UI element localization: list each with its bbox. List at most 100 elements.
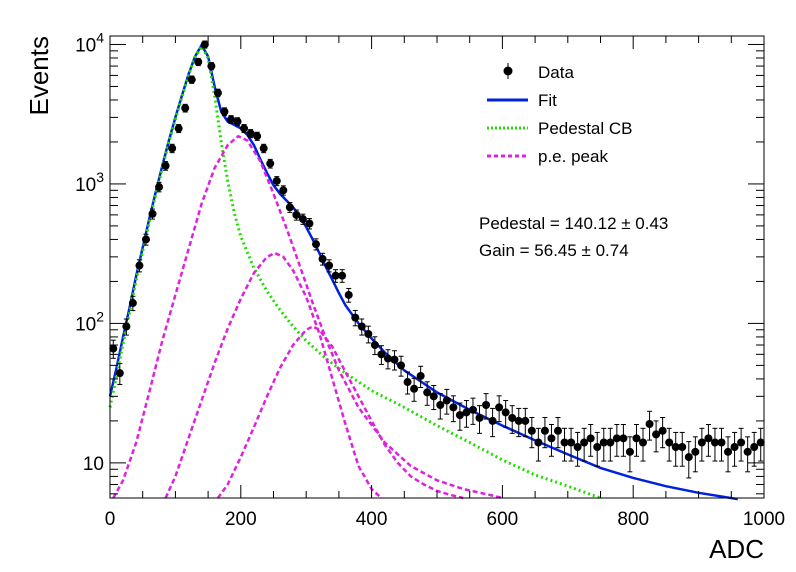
data-point [226, 115, 235, 125]
data-point [730, 431, 739, 467]
data-point [357, 318, 366, 336]
data-point [521, 407, 530, 438]
data-point [658, 417, 667, 449]
x-tick-label: 800 [617, 509, 649, 530]
data-point [109, 339, 118, 359]
data-point [580, 427, 589, 462]
data-point [750, 431, 759, 467]
data-point [514, 407, 523, 438]
x-tick-label: 400 [356, 509, 388, 530]
data-point [390, 350, 399, 371]
data-point [540, 417, 549, 449]
x-tick-label: 200 [225, 509, 257, 530]
data-point [462, 400, 471, 428]
data-point [272, 176, 281, 187]
data-point [135, 259, 144, 273]
data-point [423, 381, 432, 406]
data-point [632, 423, 641, 457]
data-point [495, 395, 504, 423]
data-point [141, 233, 150, 246]
x-ticks-layer [109, 36, 765, 498]
data-point [383, 349, 392, 370]
data-point [488, 407, 497, 438]
legend: Data Fit Pedestal CB p.e. peak [487, 63, 633, 166]
data-point [168, 143, 177, 154]
pedestal-cb-curve [108, 43, 602, 500]
x-tick-label: 0 [105, 509, 116, 530]
data-point [455, 402, 464, 431]
data-point [508, 405, 517, 434]
data-point [717, 427, 726, 462]
data-point [567, 427, 576, 462]
data-points-layer [109, 40, 765, 479]
data-point [128, 295, 137, 312]
y-tick-label: 103 [75, 169, 104, 196]
data-point [181, 103, 190, 113]
data-point [338, 269, 347, 283]
data-point [593, 431, 602, 467]
y-tick-label: 10 [83, 454, 104, 475]
annotation-pedestal: Pedestal = 140.12 ± 0.43 [479, 214, 668, 233]
data-point [743, 436, 752, 473]
data-point [697, 427, 706, 462]
data-point [652, 420, 661, 453]
data-point [553, 417, 562, 449]
data-point [724, 436, 733, 473]
y-ticks-layer [110, 43, 764, 495]
legend-data-marker [503, 63, 513, 79]
data-point [501, 400, 510, 428]
data-point [547, 423, 556, 457]
x-tick-label: 1000 [743, 509, 785, 530]
annotation-gain: Gain = 56.45 ± 0.74 [479, 241, 629, 260]
data-point [200, 40, 209, 49]
data-point [305, 218, 314, 230]
data-point [586, 423, 595, 457]
y-tick-label: 104 [75, 29, 104, 56]
data-point [482, 393, 491, 420]
data-point [560, 427, 569, 462]
data-point [266, 158, 275, 169]
data-point [475, 405, 484, 434]
x-axis-label: ADC [709, 534, 764, 564]
data-point [534, 427, 543, 462]
data-point [665, 427, 674, 462]
legend-label-fit: Fit [538, 91, 557, 110]
curves-layer [108, 42, 738, 501]
data-point [370, 336, 379, 356]
x-tick-labels: 0 200 400 600 800 1000 [105, 509, 785, 530]
data-point [606, 427, 615, 462]
data-point [344, 287, 353, 303]
data-point [220, 107, 229, 117]
data-point [527, 417, 536, 449]
data-point [285, 202, 294, 213]
data-point [756, 427, 765, 462]
x-tick-label: 600 [487, 509, 519, 530]
data-point [194, 57, 203, 67]
data-point [259, 143, 268, 154]
data-point [161, 161, 170, 171]
data-point [645, 410, 654, 441]
data-point [403, 371, 412, 395]
data-point [639, 427, 648, 462]
legend-label-pedestal: Pedestal CB [538, 119, 633, 138]
data-point [174, 124, 183, 134]
data-point [292, 209, 301, 221]
data-point [233, 117, 242, 127]
data-point [691, 436, 700, 473]
data-point [704, 423, 713, 457]
data-point [155, 182, 164, 193]
data-point [377, 345, 386, 365]
data-point [416, 365, 425, 388]
data-point [187, 75, 196, 84]
data-point [573, 431, 582, 467]
data-point [213, 88, 222, 98]
data-point [298, 213, 307, 225]
data-point [619, 423, 628, 457]
data-point [253, 131, 262, 141]
data-point [397, 355, 406, 377]
data-point [240, 124, 249, 134]
data-point [442, 388, 451, 415]
data-point [364, 325, 373, 344]
